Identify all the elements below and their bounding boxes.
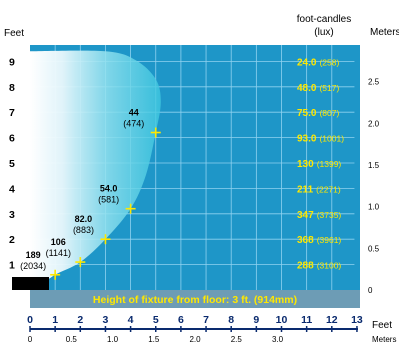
fc-value: 48.0 xyxy=(297,83,317,94)
feet-tick: 2 xyxy=(77,314,83,326)
lux-header: (lux) xyxy=(314,27,333,38)
feet-tick: 4 xyxy=(128,314,134,326)
point-lux-value: (474) xyxy=(123,119,144,129)
point-lux-value: (2034) xyxy=(20,261,46,271)
illuminance-row: 211 (2271) xyxy=(297,184,341,195)
illuminance-row: 75.0 (807) xyxy=(297,108,339,119)
left-tick: 5 xyxy=(9,158,15,170)
feet-tick: 8 xyxy=(228,314,234,326)
lux-value: (517) xyxy=(319,83,339,93)
left-axis-label: Feet xyxy=(4,28,24,39)
meter-tick: 2.0 xyxy=(189,335,201,344)
illuminance-row: 93.0 (1001) xyxy=(297,134,344,145)
fc-value: 130 xyxy=(297,159,314,170)
feet-tick: 3 xyxy=(103,314,109,326)
lux-value: (258) xyxy=(319,57,339,67)
feet-tick-labels: 0 1 2 3 4 5 6 7 8 9 10 11 12 13 xyxy=(27,314,363,332)
caption-text: Height of fixture from floor: 3 ft. (914… xyxy=(93,294,297,306)
right-tick-labels: 0 0.5 1.0 1.5 2.0 2.5 xyxy=(368,78,380,295)
illuminance-row: 48.0 (517) xyxy=(297,83,339,94)
meter-tick: 3.0 xyxy=(272,335,284,344)
lux-value: (3100) xyxy=(317,261,342,271)
fc-header: foot-candles xyxy=(297,14,351,25)
meter-tick: 2.5 xyxy=(231,335,243,344)
feet-tick: 6 xyxy=(178,314,184,326)
right-axis-label: Meters xyxy=(370,27,399,38)
illuminance-row: 130 (1399) xyxy=(297,159,341,170)
lux-value: (1399) xyxy=(317,159,342,169)
meter-tick: 1.0 xyxy=(107,335,119,344)
lux-value: (2271) xyxy=(316,184,341,194)
lux-value: (1001) xyxy=(319,134,344,144)
fc-value: 24.0 xyxy=(297,57,317,68)
left-tick-labels: 1 2 3 4 5 6 7 8 9 xyxy=(9,56,15,271)
meter-tick: 0 xyxy=(28,335,33,344)
fc-value: 347 xyxy=(297,210,314,221)
right-tick: 1.5 xyxy=(368,161,380,170)
illuminance-values: 24.0 (258) 48.0 (517) 75.0 (807) 93.0 (1001) 130… xyxy=(297,57,344,271)
right-tick: 2.0 xyxy=(368,119,380,128)
right-tick: 0.5 xyxy=(368,244,380,253)
bottom-feet-label: Feet xyxy=(372,320,392,331)
meter-tick: 1.5 xyxy=(148,335,160,344)
right-tick: 2.5 xyxy=(368,78,380,87)
point-fc-value: 106 xyxy=(51,237,66,247)
feet-tick: 12 xyxy=(326,314,338,326)
caption-bar xyxy=(30,290,360,308)
feet-tick: 7 xyxy=(203,314,209,326)
illuminance-row: 368 (3961) xyxy=(297,235,341,246)
feet-tick: 9 xyxy=(253,314,259,326)
lux-value: (807) xyxy=(319,108,339,118)
bottom-meters-label: Meters xyxy=(372,335,396,344)
left-tick: 8 xyxy=(9,82,15,94)
left-tick: 2 xyxy=(9,234,15,246)
right-tick: 1.0 xyxy=(368,203,380,212)
feet-tick: 5 xyxy=(153,314,159,326)
point-lux-value: (1141) xyxy=(46,248,71,258)
illuminance-row: 24.0 (258) xyxy=(297,57,339,68)
fixture xyxy=(12,277,49,290)
point-fc-value: 44 xyxy=(129,108,139,118)
left-tick: 7 xyxy=(9,107,15,119)
left-tick: 6 xyxy=(9,133,15,145)
lux-value: (3961) xyxy=(317,235,342,245)
fc-value: 368 xyxy=(297,235,314,246)
illuminance-row: 347 (3735) xyxy=(297,210,341,221)
point-lux-value: (581) xyxy=(98,195,119,205)
light-beam-area xyxy=(30,50,161,291)
lux-value: (3735) xyxy=(317,210,342,220)
right-tick: 0 xyxy=(368,286,373,295)
feet-tick: 0 xyxy=(27,314,33,326)
left-tick: 4 xyxy=(9,183,15,195)
point-fc-value: 189 xyxy=(26,250,41,260)
measurement-labels: 189(2034) 106(1141) 82.0(883) 54.0(581) 44(4… xyxy=(20,108,144,271)
feet-tick: 11 xyxy=(301,314,312,326)
meter-tick-labels: 0 0.5 1.0 1.5 2.0 2.5 3.0 xyxy=(28,335,284,344)
fc-value: 93.0 xyxy=(297,134,317,145)
fc-value: 288 xyxy=(297,261,314,272)
point-fc-value: 54.0 xyxy=(100,184,118,194)
point-lux-value: (883) xyxy=(73,225,94,235)
feet-tick: 10 xyxy=(276,314,288,326)
left-tick: 1 xyxy=(9,260,15,272)
feet-tick: 1 xyxy=(52,314,58,326)
illuminance-row: 288 (3100) xyxy=(297,261,341,272)
left-tick: 3 xyxy=(9,209,15,221)
point-fc-value: 82.0 xyxy=(75,214,93,224)
fc-value: 211 xyxy=(297,184,314,195)
measurement-markers xyxy=(50,127,161,280)
left-tick: 9 xyxy=(9,56,15,68)
meter-tick: 0.5 xyxy=(66,335,78,344)
fc-value: 75.0 xyxy=(297,108,317,119)
feet-tick: 13 xyxy=(351,314,363,326)
